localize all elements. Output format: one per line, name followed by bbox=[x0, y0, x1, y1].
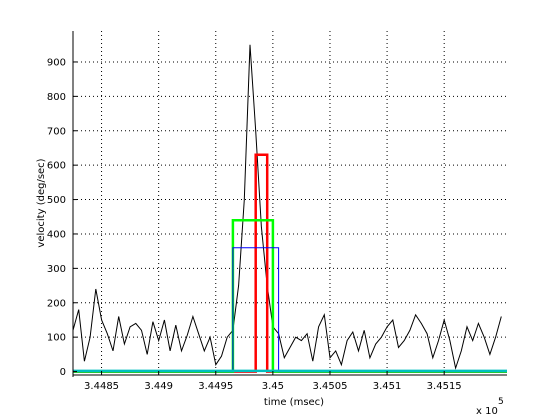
y-tick-label: 100 bbox=[47, 333, 66, 344]
series-group bbox=[72, 44, 507, 373]
x-exponent-power: 5 bbox=[498, 397, 504, 407]
y-tick-label: 600 bbox=[47, 161, 66, 172]
y-tick-label: 200 bbox=[47, 298, 66, 309]
x-tick-label: 3.4485 bbox=[84, 381, 119, 392]
series-line-3 bbox=[73, 247, 507, 373]
x-exponent-label: x 10 bbox=[476, 406, 498, 417]
y-axis-label: velocity (deg/sec) bbox=[36, 158, 47, 247]
x-tick-label: 3.449 bbox=[144, 381, 173, 392]
ticks: 3.4485 3.449 3.4495 3.45 3.4505 3.451 3.4515 0 1… bbox=[47, 57, 462, 392]
x-tick-label: 3.4505 bbox=[312, 381, 347, 392]
y-tick-label: 400 bbox=[47, 229, 66, 240]
series-line-0 bbox=[72, 44, 502, 371]
y-tick-label: 0 bbox=[60, 367, 66, 378]
x-tick-label: 3.4495 bbox=[198, 381, 233, 392]
y-tick-label: 300 bbox=[47, 264, 66, 275]
grid bbox=[73, 31, 507, 375]
x-axis-label: time (msec) bbox=[264, 397, 324, 408]
y-tick-label: 800 bbox=[47, 92, 66, 103]
y-tick-label: 500 bbox=[47, 195, 66, 206]
series-line-1 bbox=[73, 153, 507, 373]
x-tick-label: 3.45 bbox=[262, 381, 284, 392]
y-tick-label: 900 bbox=[47, 57, 66, 68]
axes bbox=[72, 31, 507, 377]
series-line-2 bbox=[73, 218, 507, 373]
x-tick-label: 3.4515 bbox=[427, 381, 462, 392]
y-tick-label: 700 bbox=[47, 126, 66, 137]
x-tick-label: 3.451 bbox=[373, 381, 402, 392]
